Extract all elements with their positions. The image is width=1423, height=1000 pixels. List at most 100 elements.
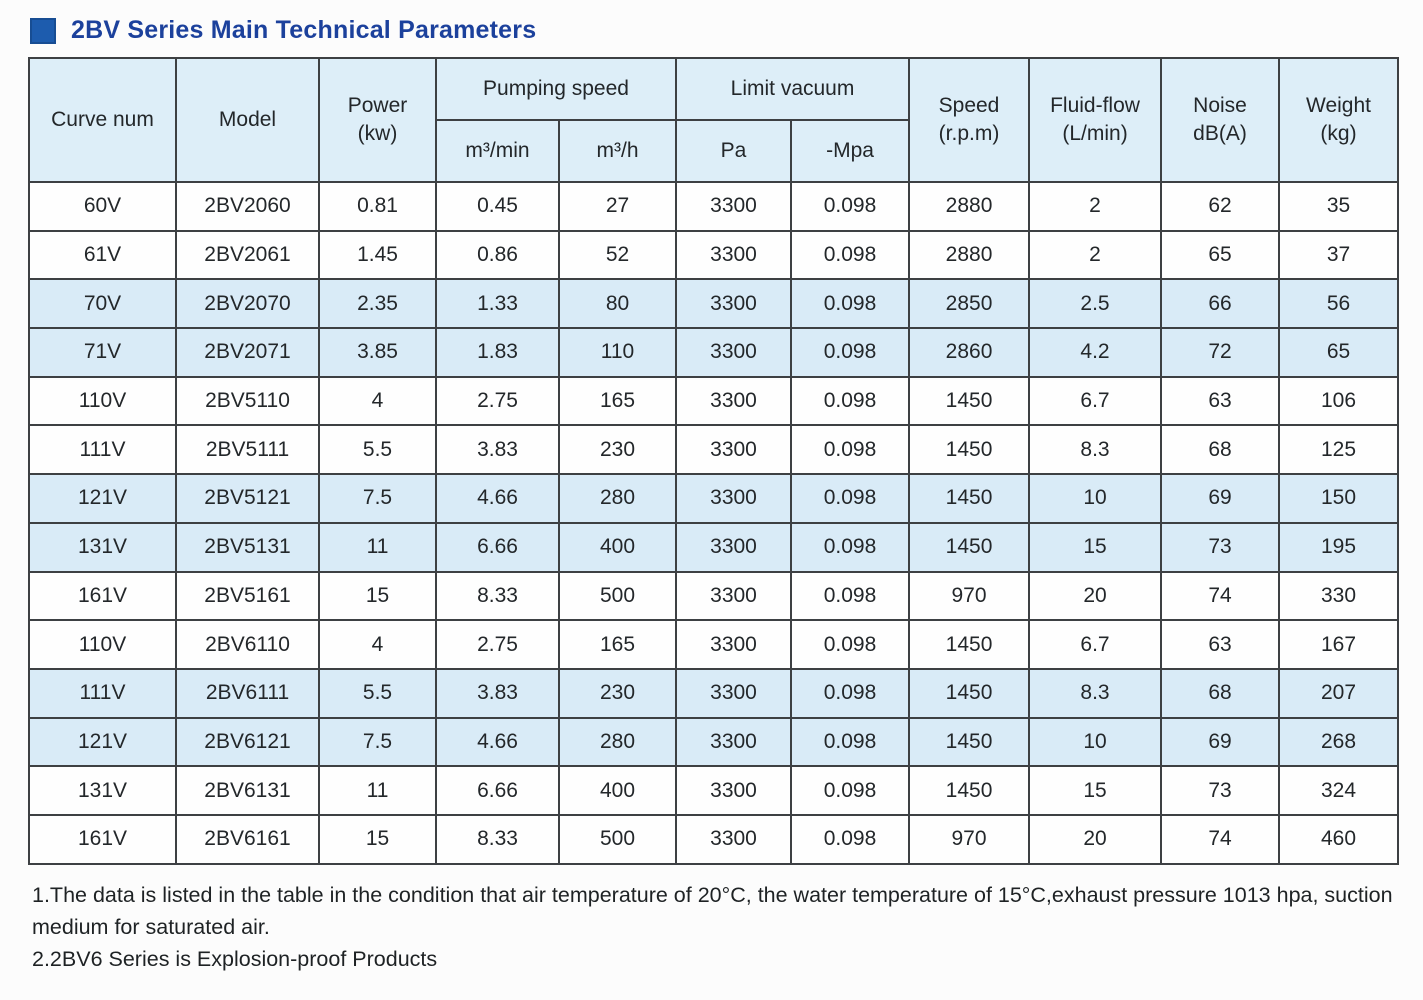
table-cell: 2BV6110 [175,619,320,670]
table-cell: 2BV2061 [175,229,320,281]
header-speed-line1: Speed [938,93,1000,117]
table-cell: 11 [318,765,437,816]
table-cell: 69 [1160,473,1281,524]
table-cell: 65 [1160,229,1281,281]
table-cell: 20 [1028,570,1163,622]
table-cell: 2850 [908,278,1031,330]
table-cell: 0.098 [789,327,911,378]
table-cell: 6.66 [435,521,560,573]
table-cell: 3300 [675,278,792,330]
table-cell: 3300 [675,716,792,768]
table-cell: 3300 [675,570,792,622]
table-cell: 72 [1160,327,1281,378]
table-cell: 2880 [908,181,1031,232]
table-cell: 3300 [675,375,792,427]
table-cell: 3300 [675,813,792,865]
header-limit-pa: Pa [675,119,792,183]
table-cell: 1.33 [435,278,560,330]
table-cell: 2BV6111 [175,667,320,719]
table-cell: 0.098 [789,473,911,524]
table-cell: 106 [1278,375,1400,427]
table-cell: 6.7 [1028,619,1163,670]
footnote-1: 1.The data is listed in the table in the… [32,882,1393,939]
header-pumping-m3min: m³/min [435,119,560,183]
table-cell: 121V [28,473,177,524]
table-cell: 3300 [675,667,792,719]
header-limit-vacuum: Limit vacuum [674,57,911,121]
table-row: 121V 2BV6121 7.5 4.66 280 3300 0.098 1450 10 69 26… [28,716,1400,768]
table-cell: 167 [1278,619,1400,670]
table-cell: 0.86 [435,229,560,281]
header-power-line1: Power [347,93,408,117]
table-cell: 1450 [908,765,1031,816]
table-cell: 2880 [908,229,1031,281]
table-cell: 4.66 [435,716,560,768]
table-cell: 1.45 [318,229,437,281]
table-cell: 4.2 [1028,327,1163,378]
table-cell: 5.5 [318,667,437,719]
table-cell: 0.098 [789,570,911,622]
table-cell: 110V [28,375,177,427]
table-cell: 2.5 [1028,278,1163,330]
table-cell: 0.45 [435,181,560,232]
table-cell: 74 [1160,570,1281,622]
table-cell: 2BV6131 [175,765,320,816]
table-cell: 195 [1278,521,1400,573]
table-cell: 71V [28,327,177,378]
table-row: 71V 2BV2071 3.85 1.83 110 3300 0.098 2860 4.2 72 6… [28,327,1400,378]
table-cell: 3.85 [318,327,437,378]
header-power: Power (kw) [318,57,437,183]
table-cell: 70V [28,278,177,330]
table-row: 121V 2BV5121 7.5 4.66 280 3300 0.098 1450 10 69 15… [28,473,1400,524]
table-cell: 110 [558,327,677,378]
table-cell: 1450 [908,619,1031,670]
header-pumping-m3h: m³/h [558,119,677,183]
table-cell: 161V [28,813,177,865]
header-weight-line1: Weight [1306,93,1371,117]
table-cell: 4 [318,619,437,670]
table-cell: 15 [1028,521,1163,573]
table-cell: 0.098 [789,424,911,476]
table-cell: 500 [558,570,677,622]
table-cell: 0.098 [789,619,911,670]
table-cell: 230 [558,667,677,719]
table-cell: 6.66 [435,765,560,816]
table-cell: 0.098 [789,181,911,232]
header-fluid-flow-line1: Fluid-flow [1050,93,1140,117]
table-cell: 150 [1278,473,1400,524]
table-cell: 37 [1278,229,1400,281]
table-cell: 62 [1160,181,1281,232]
table-cell: 3.83 [435,424,560,476]
table-cell: 2.75 [435,375,560,427]
table-cell: 161V [28,570,177,622]
table-cell: 0.098 [789,375,911,427]
table-cell: 20 [1028,813,1163,865]
table-cell: 8.33 [435,570,560,622]
table-cell: 2BV2060 [175,181,320,232]
table-cell: 8.3 [1028,424,1163,476]
table-cell: 4.66 [435,473,560,524]
table-cell: 3300 [675,327,792,378]
table-cell: 111V [28,424,177,476]
table-cell: 10 [1028,716,1163,768]
table-cell: 0.098 [789,667,911,719]
table-cell: 0.098 [789,716,911,768]
table-cell: 63 [1160,375,1281,427]
table-cell: 3300 [675,181,792,232]
table-cell: 2860 [908,327,1031,378]
header-fluid-flow-line2: (L/min) [1062,122,1128,145]
table-cell: 35 [1278,181,1400,232]
footnote-2: 2.2BV6 Series is Explosion-proof Product… [32,947,438,972]
table-cell: 165 [558,619,677,670]
table-cell: 2BV5121 [175,473,320,524]
table-cell: 400 [558,765,677,816]
section-title-row: 2BV Series Main Technical Parameters [0,0,1423,57]
table-cell: 52 [558,229,677,281]
table-cell: 68 [1160,667,1281,719]
table-cell: 2.75 [435,619,560,670]
table-cell: 230 [558,424,677,476]
table-cell: 10 [1028,473,1163,524]
table-cell: 111V [28,667,177,719]
table-cell: 280 [558,716,677,768]
